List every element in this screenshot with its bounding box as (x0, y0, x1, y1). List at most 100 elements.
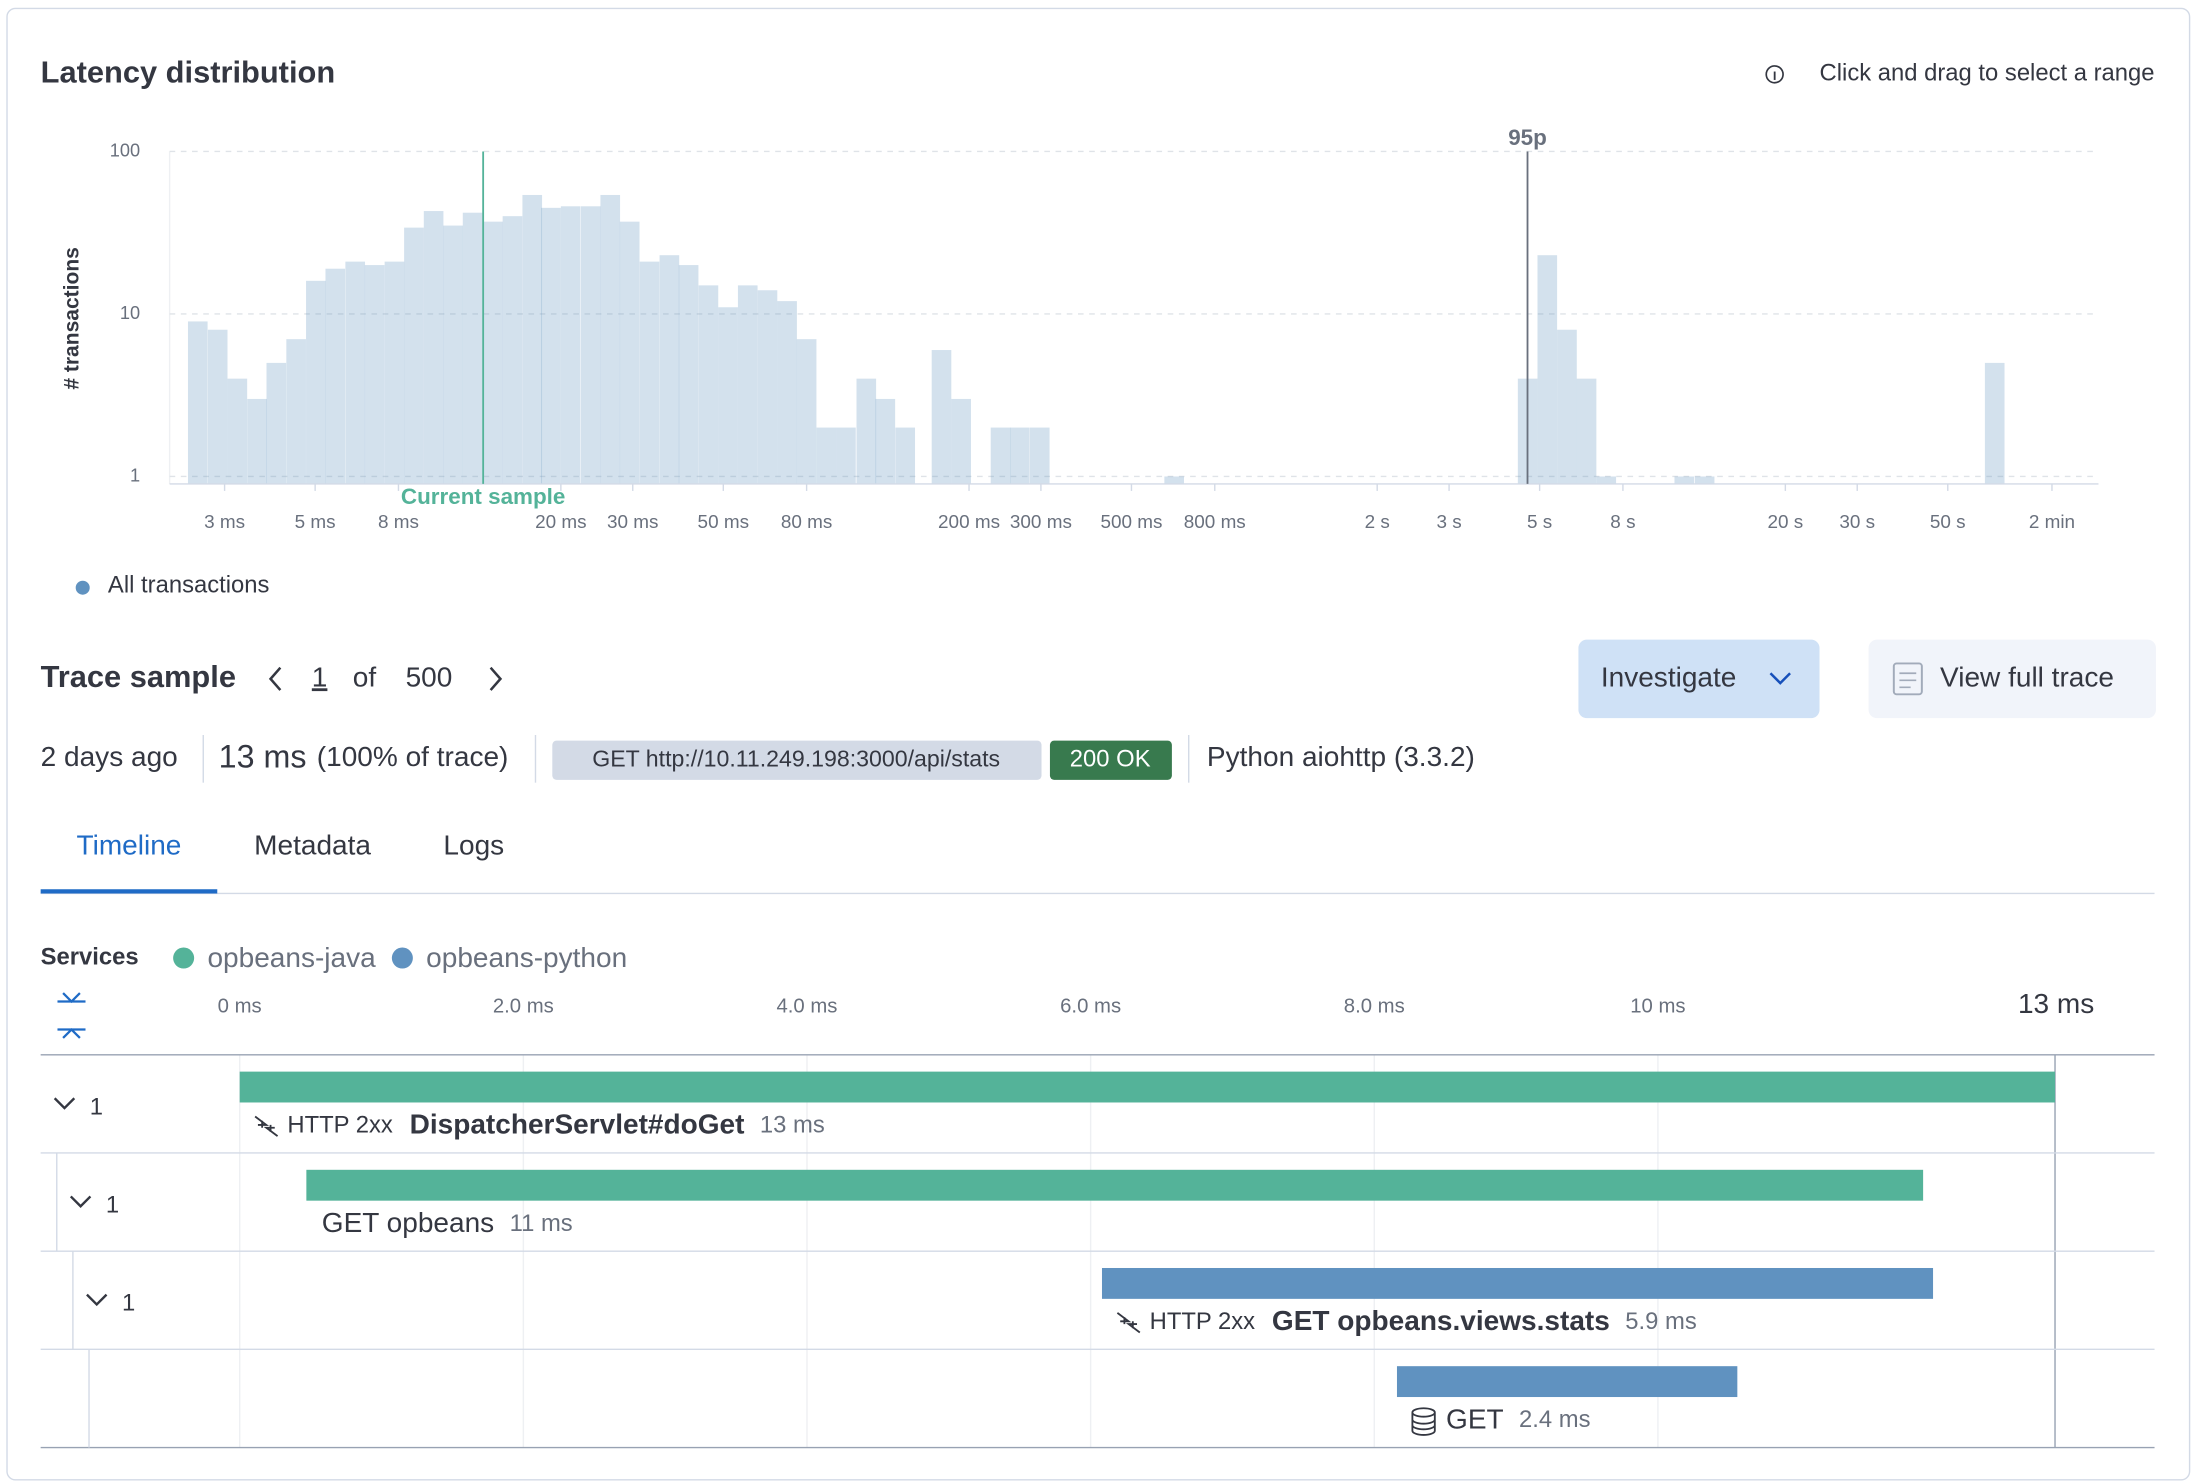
request-badge (552, 740, 1042, 780)
y-tick-label: 100 (110, 140, 140, 160)
x-tick-label: 30 ms (607, 512, 658, 533)
total-label: 13 ms (2018, 988, 2094, 1019)
x-tick-label: 800 ms (1184, 512, 1246, 533)
x-tick-label: 80 ms (781, 512, 832, 533)
tab[interactable]: Metadata (254, 830, 371, 861)
histogram-bar (951, 398, 971, 484)
x-tick-label: 50 ms (698, 512, 749, 533)
histogram-bar (777, 301, 797, 484)
service-dot (391, 947, 413, 969)
histogram-bar (816, 427, 837, 484)
status-badge (1049, 740, 1172, 780)
x-tick-label: 2 s (1365, 512, 1390, 533)
histogram-bar (757, 290, 778, 484)
histogram-bar (875, 398, 896, 484)
service-dot (173, 947, 195, 969)
histogram-bar (1010, 427, 1030, 484)
x-tick-label: 6.0 ms (1060, 995, 1121, 1017)
span-bar (239, 1071, 2056, 1103)
x-tick-label: 20 ms (535, 512, 586, 533)
histogram-bar (522, 194, 543, 484)
histogram-bar (659, 255, 680, 484)
histogram-bar (931, 350, 952, 484)
histogram-bar (836, 427, 856, 484)
span-bar (1396, 1366, 1738, 1398)
x-tick-label: 3 s (1436, 512, 1461, 533)
service-label: opbeans-python (426, 942, 627, 973)
span-name: DispatcherServlet#doGet (410, 1109, 745, 1140)
page-of: of (353, 661, 377, 692)
histogram-bar (600, 194, 621, 484)
row-toggle[interactable] (86, 1293, 108, 1307)
histogram-bar (1164, 476, 1184, 484)
histogram-bar (1557, 329, 1577, 484)
agent-label: Python aiohttp (3.3.2) (1207, 741, 1475, 772)
y-axis-label: # transactions (60, 247, 83, 390)
investigate-button[interactable] (1578, 639, 1820, 719)
x-tick-label: 30 s (1839, 512, 1875, 533)
histogram-bar (580, 206, 601, 484)
investigate-chevron (1769, 672, 1791, 685)
histogram-bar (247, 398, 267, 484)
histogram-bar (1596, 476, 1617, 484)
x-tick-label: 0 ms (218, 995, 262, 1017)
histogram-bar (1674, 476, 1695, 484)
service-label: opbeans-java (207, 942, 376, 973)
histogram-bar (796, 339, 817, 484)
histogram-bar (306, 280, 326, 484)
http-icon (1116, 1312, 1141, 1334)
next-button[interactable] (489, 666, 503, 691)
histogram-bar (698, 285, 719, 484)
span-bar (1101, 1267, 1934, 1299)
span-duration: 5.9 ms (1625, 1308, 1697, 1335)
view-trace-button[interactable] (1868, 639, 2156, 719)
trace-title: Trace sample (41, 659, 236, 694)
x-tick-label: 20 s (1767, 512, 1803, 533)
x-tick-label: 500 ms (1100, 512, 1162, 533)
histogram-bar (325, 268, 346, 484)
page-total: 500 (406, 661, 453, 692)
x-tick-label: 8 s (1610, 512, 1635, 533)
trace-share: (100% of trace) (317, 741, 509, 772)
http-icon (254, 1115, 279, 1137)
histogram-bar (404, 227, 424, 484)
db-icon (1411, 1407, 1436, 1436)
histogram-bar (286, 339, 306, 484)
span-duration: 2.4 ms (1519, 1406, 1591, 1433)
histogram-bar (345, 261, 366, 484)
histogram[interactable]: 1 10 100 3 ms 5 ms 8 ms 20 ms 30 ms 50 ms 80 ms 20… (75, 125, 2099, 599)
investigate-label: Investigate (1601, 661, 1737, 692)
row-toggle[interactable] (53, 1097, 76, 1110)
x-tick-label: 10 ms (1630, 995, 1685, 1017)
span-bar (306, 1169, 1924, 1201)
x-tick-label: 8 ms (378, 512, 419, 533)
histogram-bar (187, 321, 208, 484)
trace-age: 2 days ago (41, 741, 178, 772)
histogram-bar (266, 362, 287, 484)
histogram-bar (443, 225, 463, 484)
info-icon (1765, 65, 1784, 84)
histogram-bar (560, 206, 581, 484)
marker-label: 95p (1508, 125, 1547, 150)
histogram-bar (502, 216, 523, 484)
tab[interactable]: Timeline (77, 830, 182, 861)
row-toggle[interactable] (69, 1195, 92, 1208)
tab[interactable]: Logs (443, 830, 504, 861)
chart-hint: Click and drag to select a range (1820, 60, 2155, 87)
histogram-bar (384, 261, 405, 484)
histogram-bar (207, 329, 228, 484)
histogram-bar (895, 427, 916, 484)
page-number[interactable]: 1 (312, 661, 328, 692)
x-tick-label: 8.0 ms (1344, 995, 1405, 1017)
prev-button[interactable] (268, 666, 282, 691)
collapse-icon[interactable] (57, 992, 86, 1039)
histogram-bar (1694, 476, 1715, 484)
histogram-bar (1029, 427, 1050, 484)
x-tick-label: 2 min (2029, 512, 2075, 533)
histogram-bar (737, 285, 758, 484)
x-tick-label: 3 ms (204, 512, 245, 533)
status-label: 200 OK (1070, 746, 1151, 773)
child-count: 1 (90, 1093, 103, 1120)
span-status: HTTP 2xx (287, 1112, 393, 1139)
